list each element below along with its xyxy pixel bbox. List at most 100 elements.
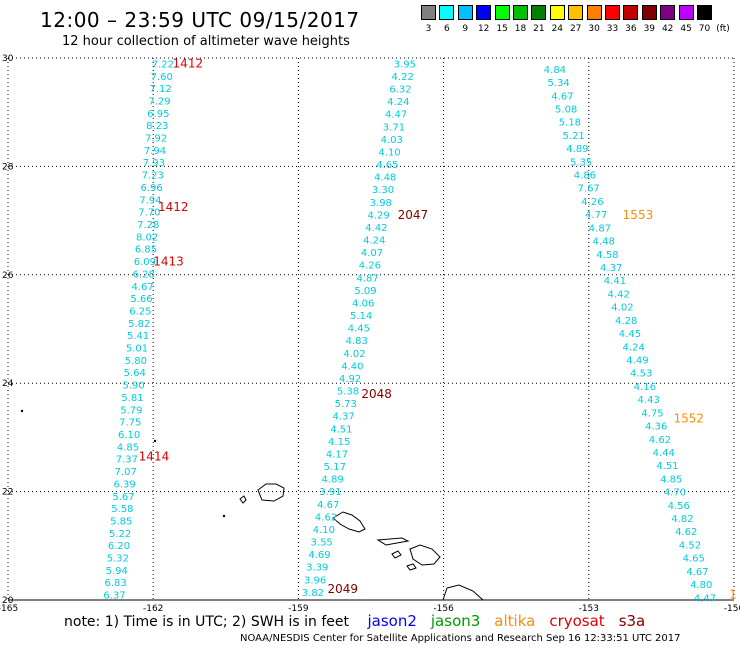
wave-height-value: 3.71 — [383, 122, 405, 133]
wave-height-value: 6.09 — [134, 257, 156, 268]
pass-time-label: 2047 — [398, 208, 429, 222]
wave-height-value: 6.20 — [108, 541, 130, 552]
satellite-legend: jason2 jason3 altika cryosat s3a — [353, 612, 645, 630]
island-kahoolawe — [406, 563, 417, 571]
satellite-legend-item: jason2 — [367, 612, 417, 630]
color-scale-label: 42 — [661, 24, 674, 34]
pass-time-label: 1553 — [623, 208, 654, 222]
wave-height-value: 4.67 — [317, 500, 339, 511]
wave-height-value: 7.28 — [137, 220, 159, 231]
wave-height-value: 4.87 — [589, 223, 611, 234]
wave-height-value: 4.83 — [346, 336, 368, 347]
wave-height-value: 4.87 — [357, 273, 379, 284]
color-scale-label: 15 — [496, 24, 508, 34]
wave-height-value: 7.12 — [149, 84, 171, 95]
wave-height-value: 7.07 — [115, 467, 137, 478]
color-swatch — [439, 5, 455, 20]
lon-tick-label: -153 — [579, 604, 599, 614]
color-swatch — [531, 5, 547, 20]
lat-tick-label: 30 — [2, 54, 14, 64]
wave-height-value: 4.24 — [387, 97, 409, 108]
wave-height-value: 7.70 — [138, 208, 160, 219]
wave-height-value: 7.23 — [142, 171, 164, 182]
island-oahu — [332, 511, 366, 533]
wave-height-value: 8.23 — [146, 121, 168, 132]
pass-time-label: 1552 — [674, 411, 705, 425]
wave-height-value: 5.34 — [548, 78, 570, 89]
wave-height-value: 4.45 — [619, 329, 641, 340]
wave-height-value: 4.41 — [604, 276, 626, 287]
color-swatch — [494, 5, 510, 20]
satellite-legend-item: jason3 — [430, 612, 481, 630]
map-title: 12:00 – 23:59 UTC 09/15/2017 — [40, 8, 360, 32]
wave-height-value: 4.36 — [645, 422, 667, 433]
wave-height-value: 6.39 — [113, 479, 135, 490]
wave-height-value: 7.75 — [119, 418, 141, 429]
wave-height-value: 5.58 — [111, 504, 133, 515]
map-subtitle: 12 hour collection of altimeter wave hei… — [62, 34, 350, 49]
wave-height-value: 5.35 — [570, 157, 592, 168]
wave-height-value: 5.90 — [122, 381, 144, 392]
color-swatch — [476, 5, 492, 20]
wave-height-value: 4.07 — [361, 248, 383, 259]
wave-height-value: 5.21 — [563, 131, 585, 142]
wave-height-value: 5.09 — [354, 286, 376, 297]
wave-height-value: 4.26 — [581, 197, 603, 208]
wave-height-value: 4.62 — [649, 435, 671, 446]
lat-tick-label: 24 — [2, 379, 14, 389]
wave-height-value: 5.01 — [126, 344, 148, 355]
wave-height-value: 4.65 — [683, 554, 705, 565]
wave-height-value: 5.18 — [559, 118, 581, 129]
color-scale-label: 12 — [477, 24, 490, 34]
wave-height-value: 4.85 — [660, 474, 682, 485]
wave-height-value: 6.95 — [147, 109, 169, 120]
wave-height-value: 5.66 — [130, 294, 152, 305]
wave-height-value: 5.94 — [106, 566, 128, 577]
wave-height-value: 8.02 — [136, 232, 158, 243]
satellite-legend-item: cryosat — [549, 612, 605, 630]
wave-height-value: 7.60 — [151, 72, 173, 83]
wave-height-value: 4.48 — [374, 173, 396, 184]
wave-height-value: 5.38 — [337, 387, 359, 398]
wave-height-value: 4.22 — [392, 72, 414, 83]
color-scale-unit: (ft) — [716, 24, 730, 34]
wave-height-value: 3.30 — [372, 185, 394, 196]
wave-height-value: 4.77 — [585, 210, 607, 221]
wave-height-value: 3.82 — [302, 588, 324, 599]
wave-height-value: 4.51 — [656, 461, 678, 472]
wave-height-value: 3.96 — [304, 575, 326, 586]
axis-tick-labels: -165 -162 -159 -156 -153 -150 30 28 26 24 22 20 — [0, 54, 740, 614]
wave-height-value: 4.53 — [630, 369, 652, 380]
pass-time-label: 1412 — [158, 200, 189, 214]
wave-height-value: 4.67 — [131, 282, 153, 293]
color-scale-label: 24 — [551, 24, 564, 34]
wave-height-value: 4.65 — [376, 160, 398, 171]
lon-tick-label: -150 — [724, 604, 740, 614]
color-swatch — [568, 5, 584, 20]
wave-height-value: 6.83 — [104, 578, 126, 589]
wave-height-value: 6.10 — [118, 430, 140, 441]
color-scale-label: 18 — [514, 24, 527, 34]
island-maui — [409, 544, 441, 566]
color-swatch — [457, 5, 473, 20]
lon-tick-label: -159 — [288, 604, 309, 614]
wave-height-value: 4.75 — [641, 408, 663, 419]
color-swatch — [697, 5, 712, 20]
color-scale-label: 9 — [462, 24, 469, 34]
wave-height-value: 4.24 — [623, 342, 645, 353]
island-niihau — [239, 495, 247, 504]
wave-height-value: 7.22 — [152, 59, 174, 70]
wave-height-value: 6.28 — [133, 269, 155, 280]
color-scale-label: 21 — [533, 24, 545, 34]
wave-height-value: 4.56 — [668, 501, 690, 512]
pass-time-label: 2048 — [361, 387, 392, 401]
wave-height-value: 6.85 — [135, 245, 157, 256]
color-scale-label: 6 — [444, 24, 450, 34]
wave-height-value: 4.10 — [378, 147, 400, 158]
wave-height-value: 3.95 — [394, 59, 416, 70]
lon-tick-label: -165 — [0, 604, 18, 614]
wave-height-value: 4.52 — [679, 540, 701, 551]
island-molokai — [376, 537, 410, 546]
wave-height-value: 4.80 — [690, 580, 712, 591]
wave-height-value: 4.26 — [359, 261, 381, 272]
